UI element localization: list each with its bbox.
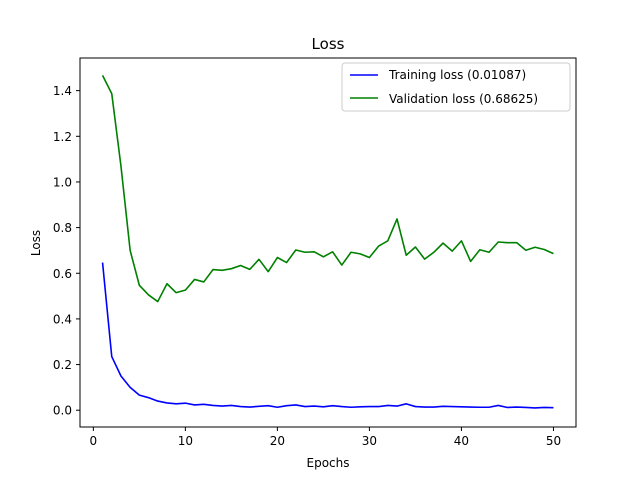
legend-label-validation-loss: Validation loss (0.68625): [389, 92, 538, 106]
y-tick-label: 0.8: [53, 221, 72, 235]
y-tick-label: 0.0: [53, 404, 72, 418]
series-line-validation-loss: [101, 74, 554, 303]
legend-box: [341, 62, 571, 112]
x-tick-label: 20: [270, 434, 285, 448]
x-tick-label: 50: [546, 434, 561, 448]
series-layer: [101, 74, 554, 409]
y-tick-label: 1.2: [53, 130, 72, 144]
y-tick-label: 0.6: [53, 267, 72, 281]
x-axis-label: Epochs: [307, 456, 350, 470]
axes-frame: [79, 57, 577, 428]
x-tick-label: 10: [178, 434, 193, 448]
legend: Training loss (0.01087) Validation loss …: [341, 62, 571, 112]
x-tick-label: 30: [362, 434, 377, 448]
plot-area: 0 10 20 30 40 50 0.0 0.2 0.4 0.6 0.8 1.0 1.2 1.4: [53, 57, 577, 448]
y-tick-label: 0.2: [53, 358, 72, 372]
legend-label-training-loss: Training loss (0.01087): [388, 68, 526, 82]
x-axis-ticks: 0 10 20 30 40 50: [90, 427, 561, 448]
y-axis-ticks: 0.0 0.2 0.4 0.6 0.8 1.0 1.2 1.4: [53, 84, 80, 418]
y-axis-label: Loss: [29, 230, 43, 256]
series-line-training-loss: [101, 262, 554, 409]
y-tick-label: 1.0: [53, 175, 72, 189]
x-tick-label: 40: [454, 434, 469, 448]
chart-title: Loss: [312, 35, 345, 53]
y-tick-label: 1.4: [53, 84, 72, 98]
x-tick-label: 0: [90, 434, 98, 448]
y-tick-label: 0.4: [53, 312, 72, 326]
